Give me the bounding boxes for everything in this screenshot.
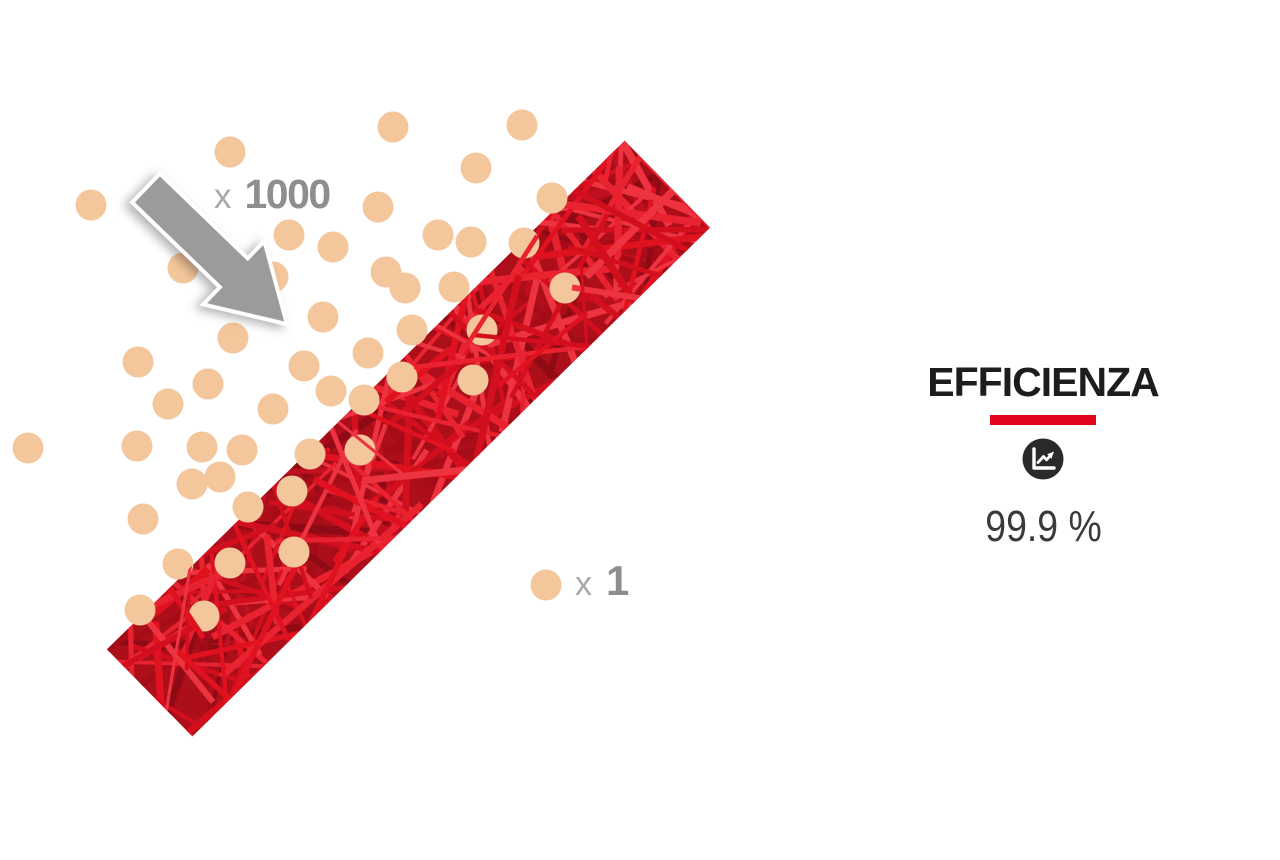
particle xyxy=(508,227,540,259)
particle xyxy=(121,430,153,462)
filter-fiber xyxy=(474,332,598,350)
particle xyxy=(389,272,421,304)
particle xyxy=(124,594,156,626)
filter-fiber xyxy=(151,525,199,737)
particle xyxy=(75,189,107,221)
filter-fiber xyxy=(410,364,527,442)
particle xyxy=(186,431,218,463)
inflow-arrow-icon xyxy=(129,170,290,327)
particle xyxy=(307,301,339,333)
particle xyxy=(122,346,154,378)
particle xyxy=(127,503,159,535)
particle xyxy=(460,152,492,184)
outflow-count: 1 xyxy=(606,557,629,604)
particle xyxy=(257,393,289,425)
particle xyxy=(396,314,428,346)
filter-band xyxy=(106,140,711,737)
filter-fiber xyxy=(106,633,253,653)
filter-fiber xyxy=(579,264,589,351)
particle xyxy=(226,434,258,466)
particle xyxy=(204,461,236,493)
particle xyxy=(288,350,320,382)
inflow-count-label: x 1000 xyxy=(214,171,332,218)
particle xyxy=(536,182,568,214)
particle xyxy=(549,272,581,304)
line-chart-icon xyxy=(893,437,1193,481)
inflow-multiplier-x: x xyxy=(214,177,232,216)
efficiency-title: EFFICIENZA xyxy=(927,359,1159,405)
particle xyxy=(315,375,347,407)
particle xyxy=(422,219,454,251)
particle xyxy=(317,231,349,263)
particle xyxy=(276,475,308,507)
particle xyxy=(192,368,224,400)
particle xyxy=(232,491,264,523)
particle xyxy=(176,468,208,500)
filter-fiber xyxy=(328,426,382,545)
accent-underline xyxy=(990,415,1096,425)
particle xyxy=(348,384,380,416)
particle xyxy=(152,388,184,420)
particle xyxy=(294,438,326,470)
efficiency-panel: EFFICIENZA 99.9 % xyxy=(893,362,1193,549)
filter-fiber xyxy=(458,234,540,356)
particle xyxy=(530,569,562,601)
particle xyxy=(377,111,409,143)
particle xyxy=(352,337,384,369)
filter-fiber xyxy=(544,187,654,287)
filter-fiber xyxy=(497,311,589,388)
filter-fiber xyxy=(383,346,453,405)
filter-fiber xyxy=(231,558,302,696)
particle xyxy=(506,109,538,141)
filter-fiber xyxy=(603,140,627,182)
particle xyxy=(438,271,470,303)
efficiency-value: 99.9 % xyxy=(984,502,1102,551)
filter-fiber xyxy=(545,244,595,377)
inflow-count: 1000 xyxy=(244,171,332,217)
particle xyxy=(344,434,376,466)
particle xyxy=(214,547,246,579)
filter-fiber xyxy=(466,274,523,489)
filter-fiber xyxy=(560,226,711,233)
particle xyxy=(362,191,394,223)
particle xyxy=(217,322,249,354)
outflow-multiplier-x: x xyxy=(575,565,592,603)
outflow-count-label: x 1 xyxy=(575,557,629,605)
particle xyxy=(162,548,194,580)
particle xyxy=(278,536,310,568)
particle xyxy=(455,226,487,258)
particle xyxy=(273,219,305,251)
particle xyxy=(12,432,44,464)
particle xyxy=(457,364,489,396)
particle xyxy=(214,136,246,168)
particle xyxy=(386,361,418,393)
